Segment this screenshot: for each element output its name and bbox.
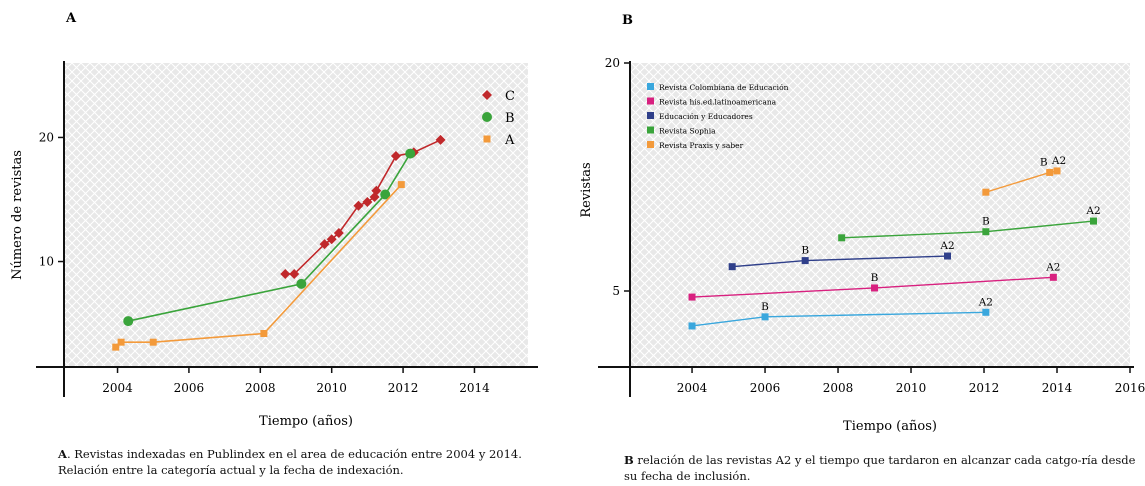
point-b-3 [982,228,990,236]
point-b-0 [761,313,769,321]
point-C [289,268,300,279]
legend-marker-B [482,112,492,122]
point-b-1 [688,293,696,301]
x-tick-label-a: 2008 [245,381,276,395]
series-line-B [128,153,411,322]
point-b-0 [982,308,990,316]
panel-label-a: A [65,11,77,26]
plot-area-b [630,63,1130,367]
x-axis-title-a: Tiempo (años) [259,414,353,429]
y-axis-title-a: Número de revistas [10,150,25,280]
x-tick-label-a: 2014 [459,381,490,395]
point-b-3 [838,234,846,242]
x-tick-label-b: 2008 [823,381,854,395]
legend-label-A: A [504,133,515,148]
point-C [333,227,344,238]
legend-marker-C [482,90,492,100]
point-C [371,185,382,196]
legend-label-b-4: Revista Praxis y saber [659,141,744,150]
point-B [296,278,307,289]
point-A [397,181,405,189]
x-tick-label-b: 2016 [1115,381,1145,395]
point-B [405,148,416,159]
data-label-b-3: A2 [1085,205,1100,217]
x-tick-label-a: 2004 [102,381,133,395]
point-b-4 [1046,168,1054,176]
x-tick-label-b: 2004 [677,381,708,395]
point-C [319,239,330,250]
point-C [435,134,446,145]
y-tick-label-b: 5 [612,284,620,298]
plot-area-a [64,63,528,367]
legend-marker-b-1 [647,97,654,105]
y-tick-label-b: 20 [605,56,620,70]
caption-a-label: A [58,447,67,461]
point-b-0 [688,322,696,330]
data-label-b-4: B [1040,156,1048,168]
legend-label-b-3: Revista Sophia [659,127,716,136]
point-b-4 [1053,167,1061,175]
x-tick-label-a: 2006 [174,381,205,395]
legend-label-C: C [505,89,515,104]
data-label-b-1: A2 [1045,261,1060,273]
chart-a: A 10 20 2004 2006 2008 2010 2012 2014 Tiempo (año… [10,11,538,429]
data-label-b-0: A2 [978,296,993,308]
point-C [353,200,364,211]
legend-marker-b-0 [647,83,654,90]
point-b-2 [801,257,809,265]
point-C [326,234,337,245]
data-label-b-2: A2 [939,240,954,252]
x-tick-label-b: 2012 [969,381,1000,395]
point-b-4 [982,188,990,196]
caption-a: A. Revistas indexadas en Publindex en el… [58,446,528,478]
point-C [280,268,291,279]
data-label-b-4: A2 [1051,155,1066,167]
panel-label-b: B [622,13,633,28]
caption-b: B relación de las revistas A2 y el tiemp… [624,452,1144,484]
point-B [123,316,134,327]
point-b-1 [871,284,879,292]
x-axis-title-b: Tiempo (años) [843,419,937,434]
point-b-3 [1090,217,1098,225]
data-label-b-3: B [982,216,990,228]
caption-b-text: relación de las revistas A2 y el tiempo … [624,453,1136,483]
legend-marker-A [483,135,491,143]
chart-b: B 5 20 2004 2006 2008 2010 2012 2014 2016 Tiempo (… [579,13,1145,434]
x-tick-label-a: 2012 [388,381,419,395]
point-A [260,329,268,337]
point-b-1 [1049,273,1057,281]
point-C [390,151,401,162]
data-label-b-1: B [871,272,879,284]
legend-label-b-1: Revista his.ed.latinoamericana [659,98,777,107]
legend-label-b-2: Educación y Educadores [659,112,753,121]
point-A [117,338,125,346]
data-label-b-2: B [801,245,809,257]
x-tick-label-a: 2010 [316,381,347,395]
point-B [380,189,391,200]
caption-a-text: . Revistas indexadas en Publindex en el … [58,447,522,477]
x-tick-label-b: 2006 [750,381,781,395]
legend-marker-b-4 [647,141,654,148]
legend-label-b-0: Revista Colombiana de Educación [659,83,789,92]
legend-marker-b-2 [647,112,654,119]
legend-marker-b-3 [647,126,654,134]
x-tick-label-b: 2010 [896,381,927,395]
caption-b-label: B [624,453,634,467]
point-b-2 [728,263,736,271]
y-axis-title-b: Revistas [579,162,594,217]
point-b-2 [944,252,952,260]
point-C [362,196,373,207]
legend-label-B: B [505,111,515,126]
x-tick-label-b: 2014 [1042,381,1073,395]
data-label-b-0: B [761,301,769,313]
y-tick-label-a: 20 [39,130,54,144]
point-A [149,338,157,346]
point-A [112,343,120,351]
y-tick-label-a: 10 [39,255,54,269]
